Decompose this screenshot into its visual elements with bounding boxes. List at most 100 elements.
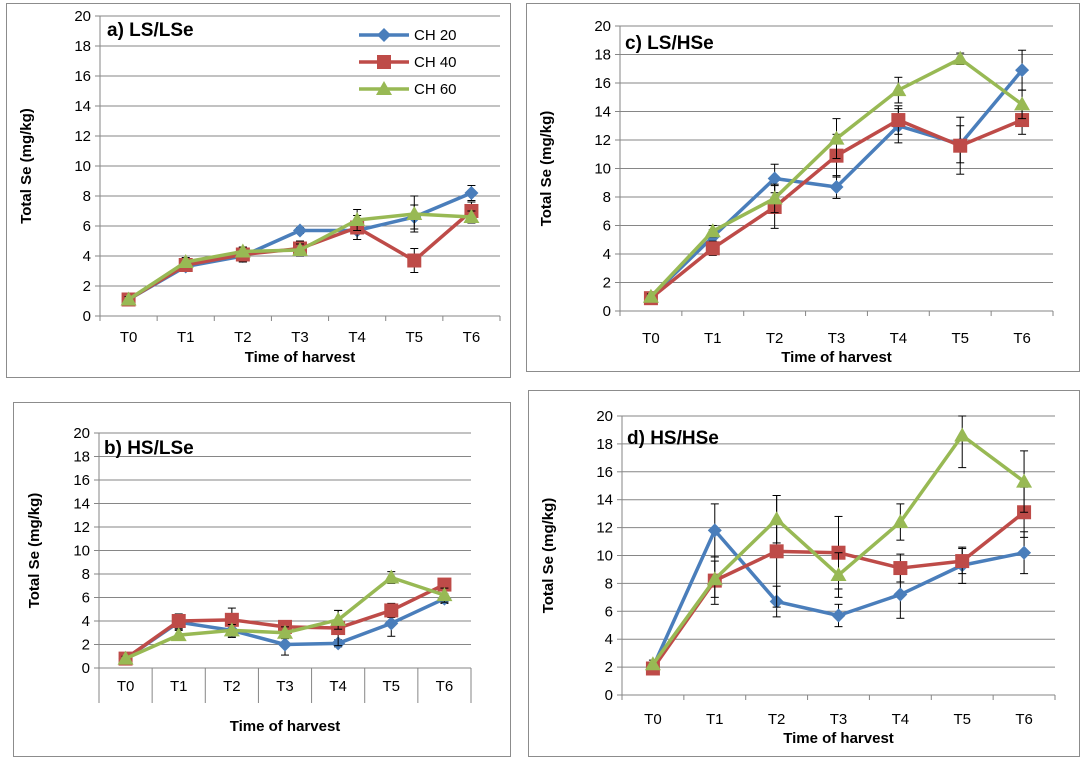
y-tick-label: 16 <box>74 68 91 85</box>
plot-group: 0 2 4 6 8 10 12 14 16 18 20 T0 T1 T2 T3 T4 T5 T6 Time of h… <box>18 8 501 366</box>
y-tick-label: 14 <box>594 104 611 121</box>
y-tick-label: 8 <box>605 575 613 592</box>
y-tick-label: 12 <box>74 128 91 145</box>
y-tick-label: 8 <box>83 188 91 205</box>
series-ch-60 <box>117 569 453 665</box>
marker-diamond <box>707 523 722 538</box>
marker-triangle <box>1014 96 1031 111</box>
marker-triangle <box>704 223 721 238</box>
marker-diamond <box>278 637 292 652</box>
marker-triangle <box>292 242 308 256</box>
y-tick-label: 6 <box>83 218 91 235</box>
y-tick-label: 8 <box>82 566 90 583</box>
x-axis-label: Time of harvest <box>781 349 892 366</box>
marker-triangle <box>642 288 659 303</box>
marker-square <box>171 614 186 628</box>
x-tick-label: T6 <box>1013 330 1031 347</box>
marker-triangle <box>277 624 293 639</box>
chart-d: 0 2 4 6 8 10 12 14 16 18 20 T0 T1 T2 T3 T4 T5 T6 Time of h… <box>540 408 1056 747</box>
x-tick-label: T0 <box>642 330 660 347</box>
marker-triangle <box>406 206 423 220</box>
marker-triangle <box>1016 473 1033 488</box>
x-axis-label: Time of harvest <box>783 730 894 747</box>
y-tick-label: 8 <box>603 189 611 206</box>
y-tick-label: 6 <box>82 590 90 607</box>
marker-triangle <box>330 611 347 626</box>
x-tick-label: T4 <box>329 678 347 695</box>
x-tick-label: T0 <box>120 329 138 346</box>
marker-triangle <box>120 291 137 306</box>
marker-square <box>224 612 239 627</box>
marker-triangle <box>828 130 845 145</box>
x-tick-label: T4 <box>348 329 366 346</box>
panel-d: 0 2 4 6 8 10 12 14 16 18 20 T0 T1 T2 T3 T4 T5 T6 Time of h… <box>528 390 1080 757</box>
x-tick-label: T1 <box>170 678 188 695</box>
y-axis-label: Total Se (mg/kg) <box>540 498 557 614</box>
x-tick-label: T3 <box>830 711 848 728</box>
x-tick-label: T0 <box>644 711 662 728</box>
legend-label: CH 20 <box>414 27 457 44</box>
y-tick-label: 2 <box>83 278 91 295</box>
marker-triangle <box>463 209 480 223</box>
y-tick-label: 12 <box>594 132 611 149</box>
marker-diamond <box>464 186 479 200</box>
marker-diamond <box>829 180 844 195</box>
series-ch-60 <box>642 50 1031 303</box>
y-tick-label: 10 <box>73 543 90 560</box>
y-tick-label: 20 <box>594 18 611 35</box>
marker-square <box>705 241 720 256</box>
marker-triangle <box>170 627 187 642</box>
y-tick-label: 16 <box>594 75 611 92</box>
marker-triangle <box>234 243 251 258</box>
marker-diamond <box>1015 63 1030 78</box>
y-tick-label: 10 <box>594 161 611 178</box>
marker-triangle <box>706 571 723 586</box>
x-tick-label: T6 <box>1015 711 1033 728</box>
x-tick-label: T2 <box>234 329 252 346</box>
y-tick-label: 6 <box>605 603 613 620</box>
legend-marker-diamond <box>377 28 391 42</box>
y-tick-label: 6 <box>603 218 611 235</box>
legend-label: CH 40 <box>414 54 457 71</box>
x-tick-label: T3 <box>828 330 846 347</box>
chart-b: 0 2 4 6 8 10 12 14 16 18 20 T0 T1 T2 T3 T4 T5 T6 Time of h… <box>26 425 472 735</box>
x-tick-label: T2 <box>223 678 241 695</box>
y-tick-label: 4 <box>83 248 91 265</box>
marker-square <box>769 544 784 559</box>
y-axis-label: Total Se (mg/kg) <box>18 108 35 224</box>
y-tick-label: 0 <box>603 303 611 320</box>
x-tick-label: T0 <box>117 678 135 695</box>
x-tick-label: T5 <box>383 678 401 695</box>
marker-triangle <box>892 514 909 529</box>
marker-triangle <box>952 50 969 65</box>
y-tick-label: 20 <box>596 408 613 425</box>
marker-square <box>407 253 422 268</box>
marker-diamond <box>293 223 307 238</box>
x-tick-label: T3 <box>291 329 309 346</box>
y-tick-label: 2 <box>603 275 611 292</box>
marker-triangle <box>383 569 400 584</box>
marker-square <box>891 113 906 128</box>
x-tick-label: T2 <box>766 330 784 347</box>
y-tick-label: 16 <box>73 472 90 489</box>
chart-a: 0 2 4 6 8 10 12 14 16 18 20 T0 T1 T2 T3 T4 T5 T6 Time of h… <box>18 8 501 366</box>
x-tick-label: T5 <box>406 329 424 346</box>
y-tick-label: 12 <box>596 520 613 537</box>
y-tick-label: 18 <box>596 436 613 453</box>
x-axis-label: Time of harvest <box>245 349 356 366</box>
marker-diamond <box>831 608 846 623</box>
panel-title: d) HS/HSe <box>627 428 719 449</box>
marker-triangle <box>117 650 134 665</box>
x-tick-label: T1 <box>706 711 724 728</box>
marker-diamond <box>767 171 782 186</box>
marker-diamond <box>384 616 399 631</box>
panel-c: 0 2 4 6 8 10 12 14 16 18 20 T0 T1 T2 T3 T4 T5 T6 Time of h… <box>526 3 1080 372</box>
y-tick-label: 2 <box>82 637 90 654</box>
y-tick-label: 20 <box>73 425 90 442</box>
y-tick-label: 4 <box>605 631 613 648</box>
x-axis-label: Time of harvest <box>230 718 341 735</box>
marker-square <box>953 138 968 153</box>
y-tick-label: 0 <box>82 660 90 677</box>
marker-triangle <box>177 254 194 268</box>
x-tick-label: T6 <box>436 678 454 695</box>
